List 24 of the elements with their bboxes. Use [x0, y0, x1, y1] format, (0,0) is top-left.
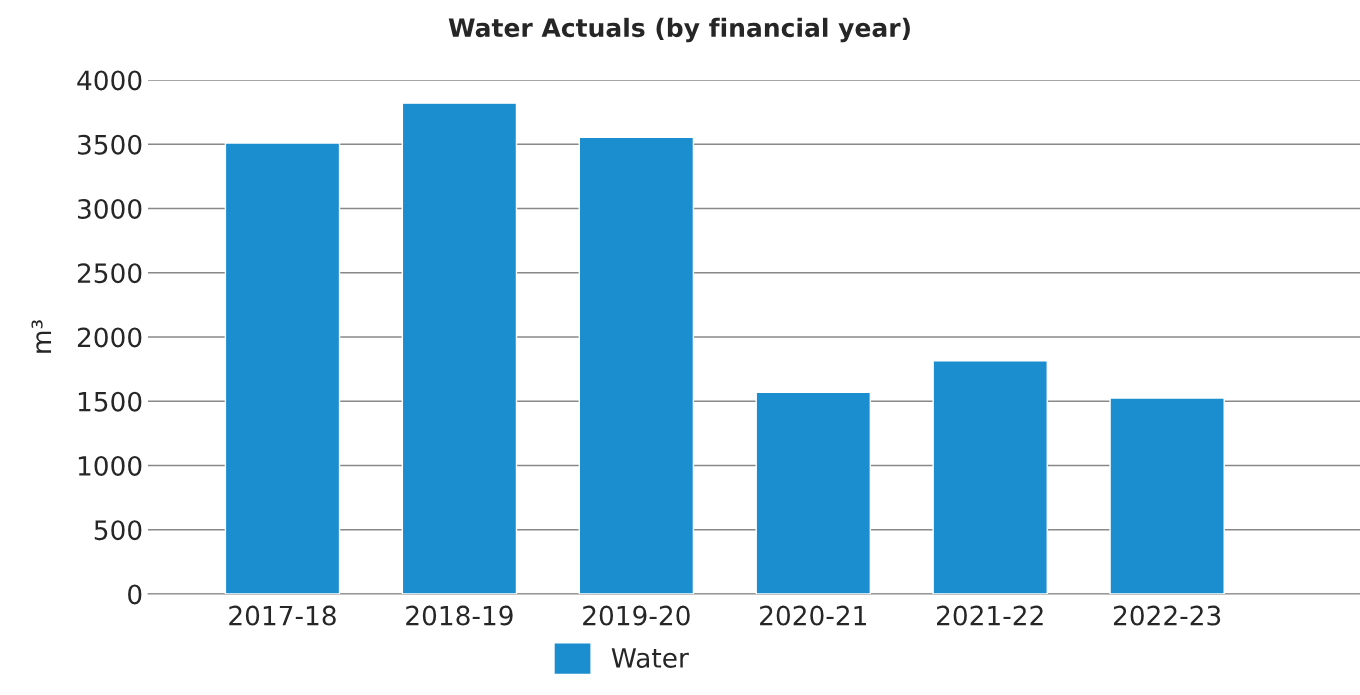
bar: [224, 142, 341, 594]
bar: [578, 136, 695, 594]
x-tick-label: 2022-23: [1113, 605, 1221, 626]
y-tick-label: 3000: [77, 198, 142, 219]
x-tick-label: 2018-19: [406, 605, 513, 626]
y-tick-label: 4000: [77, 70, 142, 91]
x-tick-label: 2017-18: [229, 605, 336, 626]
y-tick-label: 500: [94, 520, 142, 541]
x-tick-label: 2019-20: [583, 605, 690, 626]
y-tick-label: 2000: [77, 327, 142, 348]
y-tick-label: 1500: [78, 391, 142, 412]
y-tick-label: 3500: [77, 134, 142, 155]
chart-title: Water Actuals (by financial year): [448, 17, 910, 43]
x-tick-label: 2020-21: [760, 605, 866, 626]
legend-label: Water: [611, 648, 689, 668]
bar: [401, 102, 518, 594]
bar: [1109, 397, 1225, 594]
bar: [932, 360, 1048, 594]
y-tick-label: 1000: [78, 455, 142, 476]
bar: [755, 391, 872, 594]
x-tick-label: 2021-22: [937, 605, 1043, 626]
y-tick-label: 2500: [77, 263, 142, 284]
y-tick-label: 0: [128, 584, 142, 605]
y-axis-title: m³: [31, 320, 52, 353]
